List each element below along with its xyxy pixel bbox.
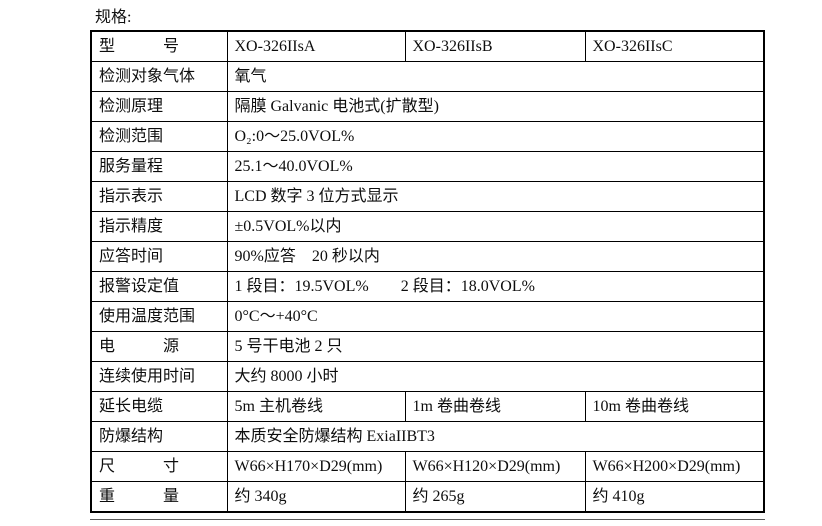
spec-value-weight-a: 约 340g — [226, 481, 406, 513]
spec-value: ±0.5VOL%以内 — [226, 211, 765, 242]
spec-value-model-c: XO-326IIsC — [584, 30, 765, 62]
table-row-continuous-use: 连续使用时间 大约 8000 小时 — [90, 361, 765, 392]
spec-value: 本质安全防爆结构 ExiaIIBT3 — [226, 421, 765, 452]
spec-value: 5 号干电池 2 只 — [226, 331, 765, 362]
table-row-principle: 检测原理 隔膜 Galvanic 电池式(扩散型) — [90, 91, 765, 122]
spec-table: 型 号 XO-326IIsA XO-326IIsB XO-326IIsC 检测对… — [90, 30, 765, 513]
spec-value: 大约 8000 小时 — [226, 361, 765, 392]
spec-value-cable-a: 5m 主机卷线 — [226, 391, 406, 422]
table-row-extension-cable: 延长电缆 5m 主机卷线 1m 卷曲卷线 10m 卷曲卷线 — [90, 391, 765, 422]
spec-label: 检测对象气体 — [90, 61, 228, 92]
spec-label: 服务量程 — [90, 151, 228, 182]
spec-label: 报警设定值 — [90, 271, 228, 302]
table-row-explosion-proof: 防爆结构 本质安全防爆结构 ExiaIIBT3 — [90, 421, 765, 452]
spec-value: 90%应答 20 秒以内 — [226, 241, 765, 272]
table-row-alarm-setpoints: 报警设定值 1 段目：19.5VOL% 2 段目：18.0VOL% — [90, 271, 765, 302]
spec-value: 氧气 — [226, 61, 765, 92]
spec-label: 检测原理 — [90, 91, 228, 122]
spec-label: 型 号 — [90, 30, 228, 62]
spec-label: 延长电缆 — [90, 391, 228, 422]
spec-value: 隔膜 Galvanic 电池式(扩散型) — [226, 91, 765, 122]
spec-value-cable-c: 10m 卷曲卷线 — [584, 391, 765, 422]
spec-label: 使用温度范围 — [90, 301, 228, 332]
table-row-dimensions: 尺 寸 W66×H170×D29(mm) W66×H120×D29(mm) W6… — [90, 451, 765, 482]
table-row-temperature-range: 使用温度范围 0°C～+40°C — [90, 301, 765, 332]
page-title: 规格: — [95, 9, 132, 26]
spec-label: 指示表示 — [90, 181, 228, 212]
table-row-display: 指示表示 LCD 数字 3 位方式显示 — [90, 181, 765, 212]
table-row-model: 型 号 XO-326IIsA XO-326IIsB XO-326IIsC — [90, 30, 765, 62]
spec-value-model-b: XO-326IIsB — [404, 30, 586, 62]
table-row-accuracy: 指示精度 ±0.5VOL%以内 — [90, 211, 765, 242]
spec-label: 应答时间 — [90, 241, 228, 272]
spec-value: 25.1～40.0VOL% — [226, 151, 765, 182]
spec-label: 防爆结构 — [90, 421, 228, 452]
spec-value-dimensions-b: W66×H120×D29(mm) — [404, 451, 586, 482]
table-row-power: 电 源 5 号干电池 2 只 — [90, 331, 765, 362]
spec-label: 检测范围 — [90, 121, 228, 152]
spec-value: O₂:0～25.0VOL% — [226, 121, 765, 152]
table-row-target-gas: 检测对象气体 氧气 — [90, 61, 765, 92]
table-row-detection-range: 检测范围 O₂:0～25.0VOL% — [90, 121, 765, 152]
spec-label: 指示精度 — [90, 211, 228, 242]
table-row-response-time: 应答时间 90%应答 20 秒以内 — [90, 241, 765, 272]
spec-value: 1 段目：19.5VOL% 2 段目：18.0VOL% — [226, 271, 765, 302]
spec-value-dimensions-a: W66×H170×D29(mm) — [226, 451, 406, 482]
spec-label: 尺 寸 — [90, 451, 228, 482]
table-row-service-range: 服务量程 25.1～40.0VOL% — [90, 151, 765, 182]
spec-value-weight-c: 约 410g — [584, 481, 765, 513]
spec-label: 重 量 — [90, 481, 228, 513]
table-row-weight: 重 量 约 340g 约 265g 约 410g — [90, 481, 765, 513]
spec-value-model-a: XO-326IIsA — [226, 30, 406, 62]
spec-value: LCD 数字 3 位方式显示 — [226, 181, 765, 212]
spec-value-dimensions-c: W66×H200×D29(mm) — [584, 451, 765, 482]
spec-value-weight-b: 约 265g — [404, 481, 586, 513]
spec-value-cable-b: 1m 卷曲卷线 — [404, 391, 586, 422]
spec-value: 0°C～+40°C — [226, 301, 765, 332]
spec-label: 电 源 — [90, 331, 228, 362]
table-cutoff-line — [90, 519, 765, 520]
spec-label: 连续使用时间 — [90, 361, 228, 392]
